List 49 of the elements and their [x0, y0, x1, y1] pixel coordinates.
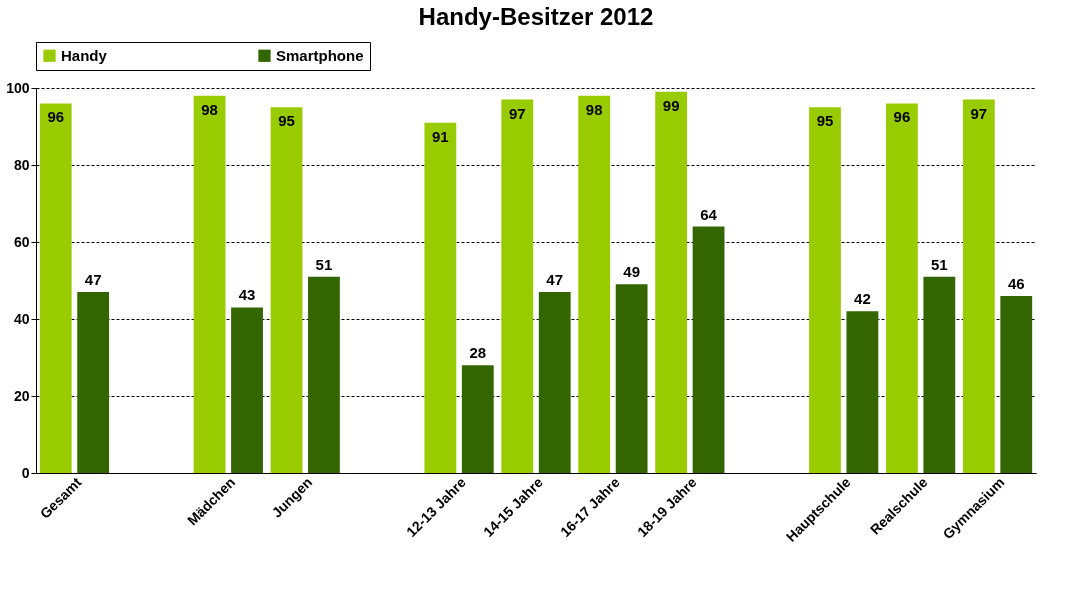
data-label: 28: [469, 344, 487, 362]
data-label: 51: [930, 255, 948, 273]
data-label: 47: [84, 271, 102, 289]
y-tick-label: 40: [13, 310, 30, 327]
data-label: 99: [662, 96, 680, 114]
data-label: 91: [432, 127, 449, 145]
y-tick-label: 20: [13, 387, 30, 404]
data-label: 64: [700, 205, 718, 223]
bar: [501, 99, 534, 473]
bar: [424, 122, 457, 473]
bar: [692, 226, 725, 473]
bar: [77, 292, 110, 473]
y-tick-label: 0: [21, 464, 30, 481]
bar: [231, 307, 263, 473]
y-tick-label: 100: [6, 79, 30, 96]
data-label: 46: [1007, 274, 1025, 292]
data-label: 49: [623, 263, 640, 281]
chart-title: Handy-Besitzer 2012: [418, 2, 654, 30]
bar: [578, 95, 611, 473]
data-label: 95: [278, 112, 295, 130]
y-tick-label: 80: [13, 156, 30, 173]
data-label: 96: [47, 108, 65, 126]
legend-label: Smartphone: [276, 46, 364, 64]
bar: [193, 95, 226, 473]
data-label: 98: [201, 100, 218, 118]
data-label: 47: [546, 271, 564, 289]
bar: [270, 107, 303, 473]
bar: [538, 292, 571, 473]
bar: [39, 103, 72, 473]
bar: [846, 311, 879, 473]
data-label: 97: [508, 104, 526, 122]
data-label: 95: [816, 112, 834, 130]
y-tick-label: 60: [13, 233, 30, 250]
bar: [655, 91, 688, 473]
bar: [1000, 295, 1033, 473]
legend-label: Handy: [61, 46, 108, 64]
bar: [308, 276, 340, 473]
data-label: 43: [238, 286, 256, 304]
bar: [461, 365, 494, 473]
bar: [886, 103, 918, 473]
data-label: 51: [315, 255, 333, 273]
bar: [615, 284, 648, 473]
bar: [809, 107, 841, 473]
data-label: 97: [970, 104, 988, 122]
data-label: 98: [585, 100, 603, 118]
data-label: 96: [893, 108, 911, 126]
bar: [923, 276, 956, 473]
data-label: 42: [854, 290, 871, 308]
bar: [962, 99, 995, 473]
